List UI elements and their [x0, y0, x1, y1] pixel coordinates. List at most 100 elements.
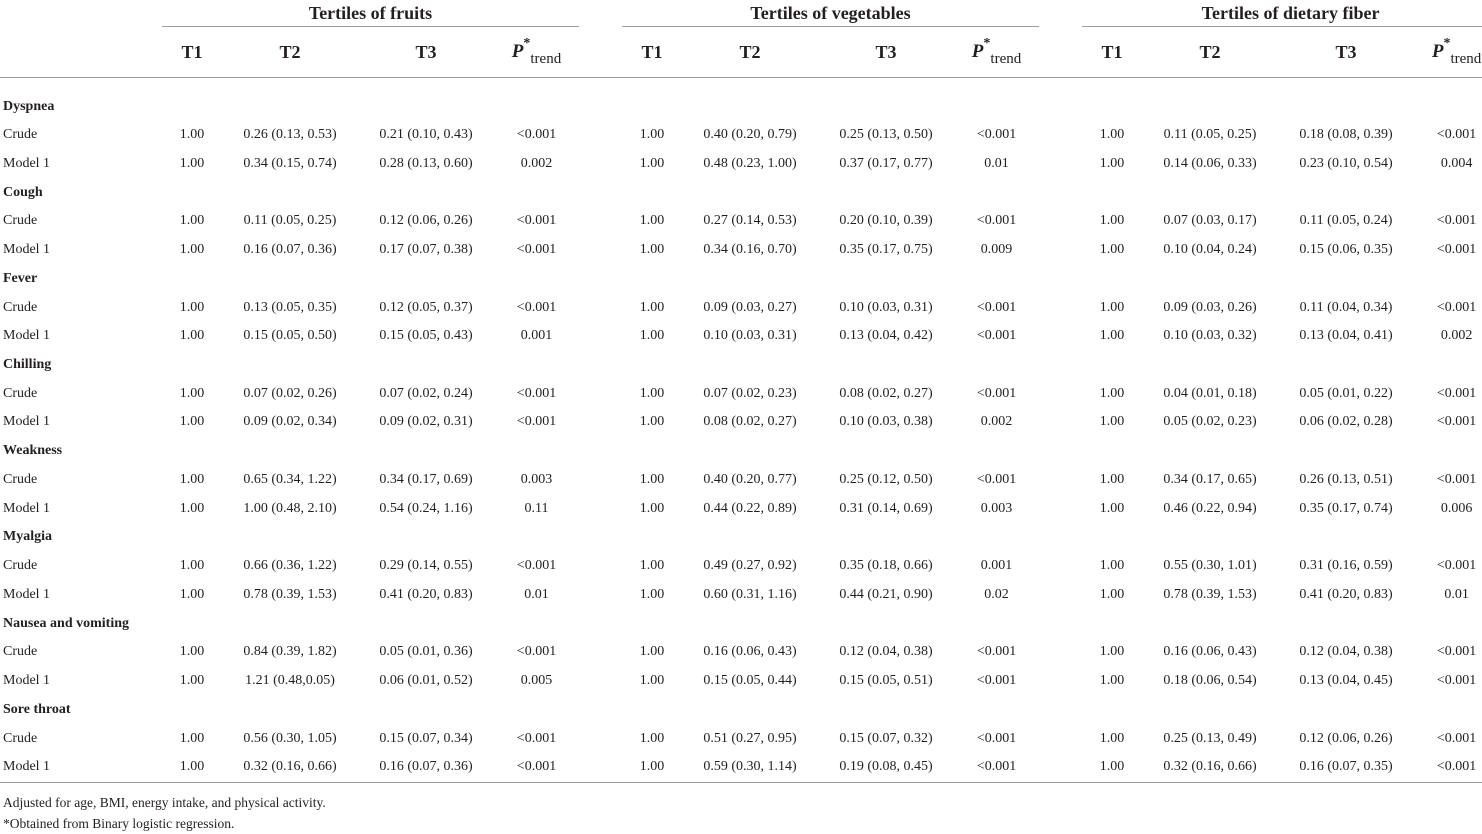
col-header-t3: T3	[1278, 26, 1415, 78]
t3-value: 0.12 (0.05, 0.37)	[379, 299, 473, 315]
t3-value: 0.12 (0.06, 0.26)	[379, 213, 473, 229]
t3-value: 0.35 (0.17, 0.75)	[839, 242, 933, 258]
spacer-row	[0, 78, 1482, 93]
t2-value: 0.51 (0.27, 0.95)	[703, 730, 797, 746]
t3-value: 0.25 (0.13, 0.50)	[839, 127, 933, 143]
p-trend-value: 0.002	[980, 414, 1013, 430]
gap-cell	[1039, 236, 1082, 265]
p-letter: P	[511, 41, 524, 62]
t1-value: 1.00	[1099, 127, 1125, 143]
gap-cell	[579, 380, 622, 409]
p-trend-value: <0.001	[1436, 730, 1477, 746]
table-body: Dyspnea Crude 1.00 0.26 (0.13, 0.53) 0.21 (0…	[0, 78, 1482, 783]
t3-value: 0.17 (0.07, 0.38)	[379, 242, 473, 258]
results-table: Tertiles of fruits Tertiles of vegetable…	[0, 0, 1482, 783]
category-label: Chilling	[3, 357, 52, 373]
col-header-p-trend: P*trend	[954, 26, 1040, 78]
table-row: Crude 1.00 0.65 (0.34, 1.22) 0.34 (0.17, 0.…	[0, 466, 1482, 495]
t3-value: 0.05 (0.01, 0.22)	[1299, 385, 1393, 401]
t2-value: 0.10 (0.03, 0.31)	[703, 328, 797, 344]
t2-value: 0.46 (0.22, 0.94)	[1163, 500, 1257, 516]
t3-value: 0.16 (0.07, 0.35)	[1278, 752, 1415, 783]
gap-cell	[579, 293, 622, 322]
t1-value: 1.00	[639, 127, 665, 143]
col-header-t3: T3	[358, 26, 494, 78]
p-trend-value: 0.001	[980, 558, 1013, 574]
col-header-p-trend: P*trend	[494, 26, 579, 78]
p-trend-value: <0.001	[1436, 472, 1477, 488]
p-trend-value: 0.01	[1444, 586, 1469, 602]
t3-value: 0.29 (0.14, 0.55)	[379, 558, 473, 574]
gap-cell	[1039, 638, 1082, 667]
t2-value: 0.11 (0.05, 0.25)	[1163, 127, 1257, 143]
gap-cell	[1039, 552, 1082, 581]
t1-value: 1.00	[1082, 752, 1143, 783]
t2-value: 0.48 (0.23, 1.00)	[703, 155, 797, 171]
col-header-t1: T1	[1082, 26, 1143, 78]
t3-value: 0.12 (0.04, 0.38)	[839, 644, 933, 660]
t1-value: 1.00	[1099, 242, 1125, 258]
p-trend-value: <0.001	[516, 299, 557, 315]
gap-cell	[1039, 322, 1082, 351]
p-trend-value: 0.002	[520, 155, 553, 171]
gap-cell	[1039, 150, 1082, 179]
t1-value: 1.00	[179, 644, 205, 660]
t3-value: 0.15 (0.05, 0.43)	[379, 328, 473, 344]
t3-value: 0.26 (0.13, 0.51)	[1299, 472, 1393, 488]
gap-cell	[579, 581, 622, 610]
empty-header-cell	[0, 0, 162, 27]
t1-value: 1.00	[639, 644, 665, 660]
group-header-vegetables: Tertiles of vegetables	[622, 0, 1040, 27]
t1-value: 1.00	[639, 472, 665, 488]
t1-value: 1.00	[639, 414, 665, 430]
model-label: Model 1	[3, 500, 51, 516]
t1-value: 1.00	[179, 155, 205, 171]
p-subscript-trend: trend	[1450, 51, 1482, 67]
t2-value: 0.26 (0.13, 0.53)	[243, 127, 337, 143]
t3-value: 0.06 (0.02, 0.28)	[1299, 414, 1393, 430]
gap-cell	[1039, 494, 1082, 523]
p-trend-value: <0.001	[976, 644, 1017, 660]
p-trend-value: 0.003	[520, 472, 553, 488]
model-label: Crude	[3, 127, 38, 143]
p-trend-value: <0.001	[1436, 414, 1477, 430]
gap-cell	[579, 236, 622, 265]
t1-value: 1.00	[179, 586, 205, 602]
table-row: Model 1 1.00 0.78 (0.39, 1.53) 0.41 (0.20, …	[0, 581, 1482, 610]
t3-value: 0.10 (0.03, 0.38)	[839, 414, 933, 430]
gap-cell	[579, 552, 622, 581]
table-row: Crude 1.00 0.13 (0.05, 0.35) 0.12 (0.05, 0.…	[0, 293, 1482, 322]
table-row: Model 1 1.00 1.21 (0.48,0.05) 0.06 (0.01, 0…	[0, 667, 1482, 696]
gap-cell	[579, 322, 622, 351]
t2-value: 0.18 (0.06, 0.54)	[1163, 673, 1257, 689]
t2-value: 0.15 (0.05, 0.44)	[703, 673, 797, 689]
t3-value: 0.19 (0.08, 0.45)	[818, 752, 954, 783]
t3-value: 0.41 (0.20, 0.83)	[379, 586, 473, 602]
t2-value: 0.34 (0.17, 0.65)	[1163, 472, 1257, 488]
col-header-t2: T2	[1142, 26, 1279, 78]
table-row: Model 1 1.00 0.15 (0.05, 0.50) 0.15 (0.05, …	[0, 322, 1482, 351]
t3-value: 0.12 (0.04, 0.38)	[1299, 644, 1393, 660]
p-trend-value: <0.001	[516, 558, 557, 574]
t2-value: 0.32 (0.16, 0.66)	[1142, 752, 1279, 783]
category-label: Myalgia	[3, 529, 52, 545]
gap-cell	[1039, 724, 1082, 753]
t1-value: 1.00	[639, 586, 665, 602]
p-trend-value: <0.001	[1436, 127, 1477, 143]
table-row: Crude 1.00 0.11 (0.05, 0.25) 0.12 (0.06, 0.…	[0, 207, 1482, 236]
gap-cell	[579, 638, 622, 667]
row-label-header	[0, 26, 162, 78]
t3-value: 0.21 (0.10, 0.43)	[379, 127, 473, 143]
gap-cell	[1039, 380, 1082, 409]
p-trend-label: P*trend	[511, 36, 561, 67]
p-trend-value: <0.001	[516, 730, 557, 746]
sub-header-row: T1 T2 T3 P*trend T1 T2 T3 P*trend T1 T2 T3 P*trend	[0, 26, 1482, 78]
p-trend-value: 0.01	[984, 155, 1009, 171]
t2-value: 0.16 (0.07, 0.36)	[243, 242, 337, 258]
t2-value: 0.40 (0.20, 0.79)	[703, 127, 797, 143]
gap-cell	[1039, 207, 1082, 236]
t2-value: 0.10 (0.03, 0.32)	[1163, 328, 1257, 344]
p-trend-value: 0.11	[524, 500, 549, 516]
t3-value: 0.28 (0.13, 0.60)	[379, 155, 473, 171]
p-trend-value: <0.001	[976, 385, 1017, 401]
